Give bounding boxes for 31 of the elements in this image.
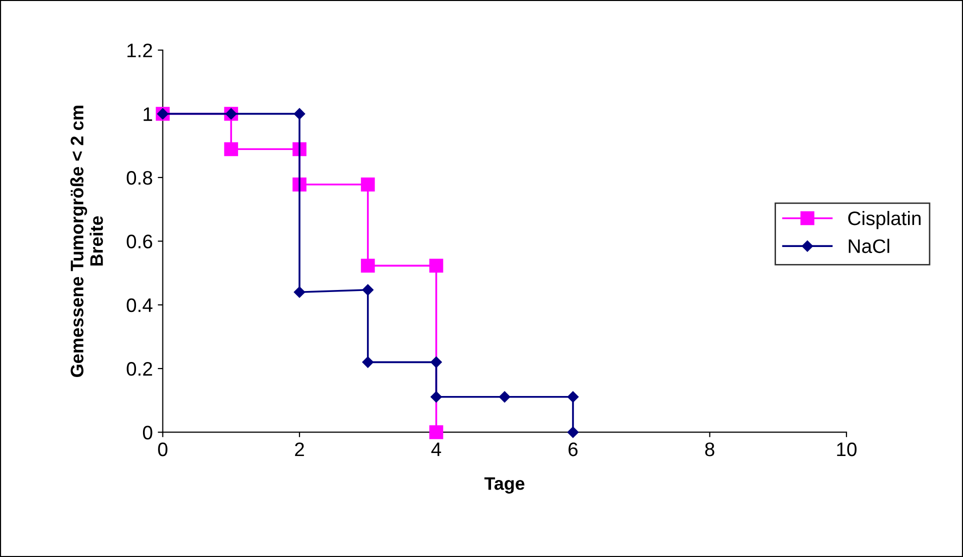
y-tick-label: 0.4 <box>126 298 152 312</box>
point <box>429 425 444 440</box>
x-tick-label: 6 <box>568 442 578 456</box>
x-tick-label: 10 <box>837 442 857 456</box>
point <box>499 391 510 402</box>
point <box>429 258 444 273</box>
y-tick-label: 1.2 <box>127 44 152 58</box>
point <box>362 356 374 368</box>
y-tick-label: 0 <box>142 426 152 440</box>
point <box>360 178 375 192</box>
y-axis-title: Gemessene Tumorgröße < 2 cm Breite <box>70 106 103 377</box>
x-tick-label: 0 <box>158 442 168 456</box>
legend-label: NaCl <box>848 238 890 254</box>
y-tick-label: 0.6 <box>126 234 152 248</box>
point <box>567 391 579 402</box>
x-tick-label: 4 <box>431 442 442 456</box>
y-tick-label: 0.2 <box>126 362 152 376</box>
legend-label: Cisplatin <box>848 210 921 230</box>
point <box>294 286 306 298</box>
point <box>224 142 238 156</box>
point <box>362 284 374 296</box>
point <box>567 426 579 438</box>
x-axis-title: Tage <box>484 477 524 494</box>
point <box>360 258 375 273</box>
y-tick-label: 0.8 <box>126 170 152 185</box>
x-tick-label: 8 <box>705 442 714 456</box>
point <box>294 108 306 120</box>
point <box>430 391 442 402</box>
y-tick-label: 1 <box>144 107 152 121</box>
point <box>430 356 442 368</box>
x-tick-label: 2 <box>295 442 304 456</box>
